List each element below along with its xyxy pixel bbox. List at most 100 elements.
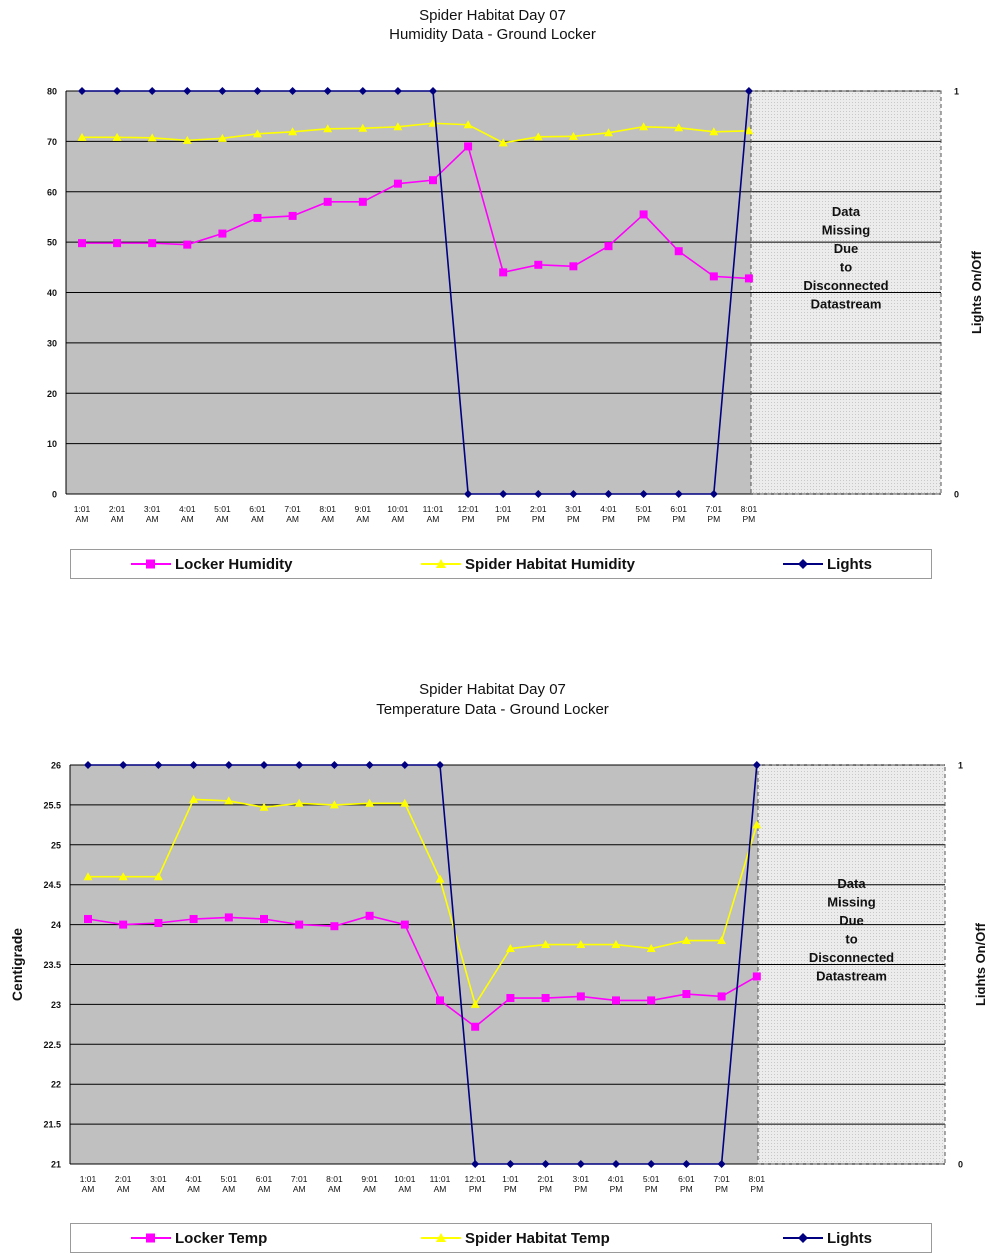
x-tick-label-time: 11:01	[430, 1174, 451, 1184]
data-point-triangle	[288, 127, 298, 136]
x-tick-label-time: 6:01	[670, 504, 687, 514]
data-point-triangle	[681, 936, 691, 945]
data-point-square	[752, 972, 761, 981]
x-tick-label-time: 8:01	[326, 1174, 343, 1184]
data-point-triangle	[393, 122, 403, 131]
data-point-square	[189, 915, 198, 924]
y-tick-label: 23.5	[43, 960, 61, 970]
x-tick-label-time: 12:01	[465, 1174, 487, 1184]
data-point-triangle	[752, 820, 762, 829]
data-point-diamond	[752, 761, 761, 769]
x-tick-label-time: 6:01	[678, 1174, 695, 1184]
chart-title-line1: Spider Habitat Day 07	[419, 681, 566, 698]
data-point-diamond	[295, 761, 304, 769]
magenta-square-line-icon	[131, 559, 171, 569]
y-tick-label: 21	[51, 1160, 61, 1170]
data-point-triangle	[505, 944, 515, 953]
x-tick-label-time: 6:01	[249, 504, 266, 514]
data-point-square	[541, 994, 550, 1003]
yellow-triangle-line-icon	[421, 1233, 461, 1242]
data-point-diamond	[541, 1160, 550, 1168]
data-point-triangle	[294, 798, 304, 807]
data-point-triangle	[541, 940, 551, 949]
data-point-square	[506, 994, 515, 1003]
data-point-square	[682, 990, 691, 999]
data-point-diamond	[612, 1160, 620, 1168]
y-tick-label: 26	[51, 761, 61, 771]
data-point-square	[330, 922, 339, 931]
x-tick-label-time: 2:01	[115, 1174, 132, 1184]
y-tick-label: 22.5	[43, 1040, 61, 1050]
data-point-square	[717, 992, 726, 1001]
data-point-diamond	[113, 87, 122, 95]
x-tick-label-ampm: PM	[610, 1184, 623, 1194]
data-point-diamond	[330, 761, 339, 769]
x-tick-label-time: 8:01	[741, 504, 758, 514]
x-tick-label-ampm: PM	[504, 1184, 517, 1194]
x-tick-label-time: 1:01	[74, 504, 91, 514]
x-tick-label-time: 2:01	[530, 504, 547, 514]
data-point-diamond	[253, 87, 262, 95]
navy-diamond-line-icon	[783, 1233, 823, 1243]
data-point-triangle	[118, 872, 128, 881]
chart-title-line2: Temperature Data - Ground Locker	[376, 701, 609, 718]
data-point-diamond	[429, 87, 437, 95]
data-point-square	[604, 242, 613, 251]
temperature-legend: Locker Temp Spider Habitat Temp Lights	[70, 1223, 932, 1253]
data-point-diamond	[78, 87, 86, 95]
x-tick-label-ampm: AM	[146, 514, 159, 524]
legend-label: Spider Habitat Humidity	[465, 555, 636, 573]
x-tick-label-time: 3:01	[150, 1174, 167, 1184]
x-tick-label-ampm: AM	[293, 1184, 306, 1194]
data-point-square	[393, 179, 402, 188]
x-tick-label-time: 6:01	[256, 1174, 273, 1184]
x-tick-label-time: 4:01	[185, 1174, 202, 1184]
x-tick-label-time: 3:01	[565, 504, 582, 514]
navy-diamond-line-icon	[783, 559, 823, 569]
data-point-triangle	[646, 944, 656, 953]
humidity-plot: 0 10 20 30 40 50 60 70 80 0 1 Lights On/Off Data Miss…	[47, 87, 984, 525]
data-point-triangle	[435, 874, 445, 883]
x-tick-label-time: 2:01	[109, 504, 126, 514]
x-tick-label-time: 3:01	[144, 504, 161, 514]
y2-axis-label: Lights On/Off	[969, 250, 984, 334]
data-point-diamond	[576, 1160, 585, 1168]
data-point-square	[471, 1022, 480, 1031]
legend-label: Locker Temp	[175, 1229, 268, 1247]
y2-tick-label: 1	[958, 761, 963, 771]
x-tick-label-time: 9:01	[361, 1174, 378, 1184]
data-point-triangle	[639, 122, 649, 131]
legend-item-habitat-humidity: Spider Habitat Humidity	[421, 550, 635, 578]
data-point-square	[365, 911, 374, 920]
data-point-triangle	[259, 802, 269, 811]
x-tick-label-time: 3:01	[573, 1174, 590, 1184]
y-tick-label: 80	[47, 87, 57, 97]
data-point-square	[288, 211, 297, 220]
yellow-triangle-line-icon	[421, 559, 461, 568]
x-tick-label-ampm: PM	[462, 514, 475, 524]
data-point-square	[218, 229, 227, 238]
y-tick-label: 70	[47, 137, 57, 147]
temperature-plot: 21 21.5 22 22.5 23 23.5 24 24.5 25 25.5 26 0 1 Lights…	[9, 761, 985, 1195]
x-tick-label-time: 5:01	[635, 504, 652, 514]
data-point-triangle	[709, 127, 719, 136]
data-point-diamond	[717, 1160, 726, 1168]
data-point-diamond	[639, 490, 648, 498]
data-point-diamond	[260, 761, 268, 769]
data-point-triangle	[189, 794, 199, 803]
x-tick-label-time: 9:01	[355, 504, 372, 514]
data-point-diamond	[288, 87, 297, 95]
data-point-triangle	[83, 872, 93, 881]
data-point-diamond	[393, 87, 402, 95]
data-point-triangle	[323, 124, 333, 133]
data-point-square	[224, 913, 233, 922]
data-point-triangle	[498, 138, 508, 147]
legend-label: Lights	[827, 555, 872, 573]
x-tick-label-ampm: PM	[743, 514, 756, 524]
x-tick-label-time: 1:01	[502, 1174, 519, 1184]
x-tick-label-ampm: PM	[680, 1184, 693, 1194]
series-line-lights	[82, 90, 750, 495]
data-point-triangle	[717, 936, 727, 945]
data-point-triangle	[217, 133, 227, 142]
data-point-square	[148, 239, 157, 248]
